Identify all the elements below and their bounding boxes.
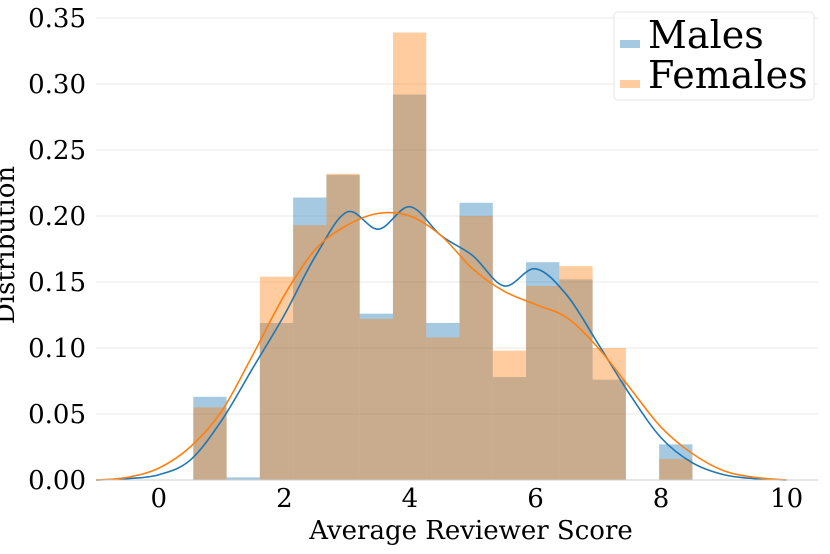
legend-swatch-males: [620, 40, 640, 48]
bar-females: [559, 266, 593, 480]
y-axis-label: Distribution: [0, 166, 21, 325]
x-tick-label: 8: [653, 484, 670, 514]
bar-females: [426, 337, 460, 480]
bar-females: [326, 173, 360, 480]
bar-males: [426, 322, 460, 480]
x-tick-label: 6: [527, 484, 544, 514]
bar-males: [559, 279, 593, 480]
bar-males: [459, 202, 493, 481]
legend-label-females: Females: [648, 53, 808, 97]
histogram-bars: [193, 32, 693, 481]
bar-females: [193, 407, 227, 480]
x-tick-label: 2: [276, 484, 293, 514]
bar-females: [526, 285, 560, 480]
legend-label-males: Males: [648, 13, 764, 57]
axes: 0 2 4 6 8 10 0.00 0.05 0.10 0.15 0.20 0.25 0.30 0.35: [28, 4, 818, 514]
bar-males: [392, 94, 427, 480]
bar-males: [592, 379, 626, 480]
bar-males: [359, 313, 393, 480]
y-tick-label: 0.35: [28, 4, 86, 34]
y-tick-label: 0.20: [28, 202, 86, 232]
legend-frame: [613, 11, 815, 101]
y-tick-label: 0.00: [28, 466, 86, 496]
bar-females: [592, 348, 626, 480]
bar-females: [459, 216, 493, 480]
x-axis-label: Average Reviewer Score: [308, 516, 633, 546]
x-tick-label: 0: [151, 484, 168, 514]
legend-swatch-females: [620, 80, 640, 88]
bar-males: [526, 262, 560, 480]
legend: Males Females: [613, 11, 815, 101]
bar-males: [326, 175, 360, 480]
bar-males: [259, 322, 294, 480]
density-curves: [95, 205, 787, 481]
y-tick-label: 0.05: [28, 400, 86, 430]
bar-males: [226, 477, 260, 480]
bar-females: [392, 32, 427, 481]
y-tick-label: 0.15: [28, 268, 86, 298]
bar-females: [659, 458, 693, 480]
grid-lines: [96, 17, 818, 481]
y-tick-label: 0.10: [28, 334, 86, 364]
x-tick-label: 10: [770, 484, 803, 514]
y-tick-label: 0.25: [28, 136, 86, 166]
y-tick-label: 0.30: [28, 70, 86, 100]
x-tick-label: 4: [402, 484, 419, 514]
bar-females: [492, 350, 527, 480]
bar-females: [293, 225, 327, 480]
bar-females: [359, 318, 393, 480]
bar-males: [492, 377, 527, 480]
kde-curve-females: [95, 211, 787, 481]
